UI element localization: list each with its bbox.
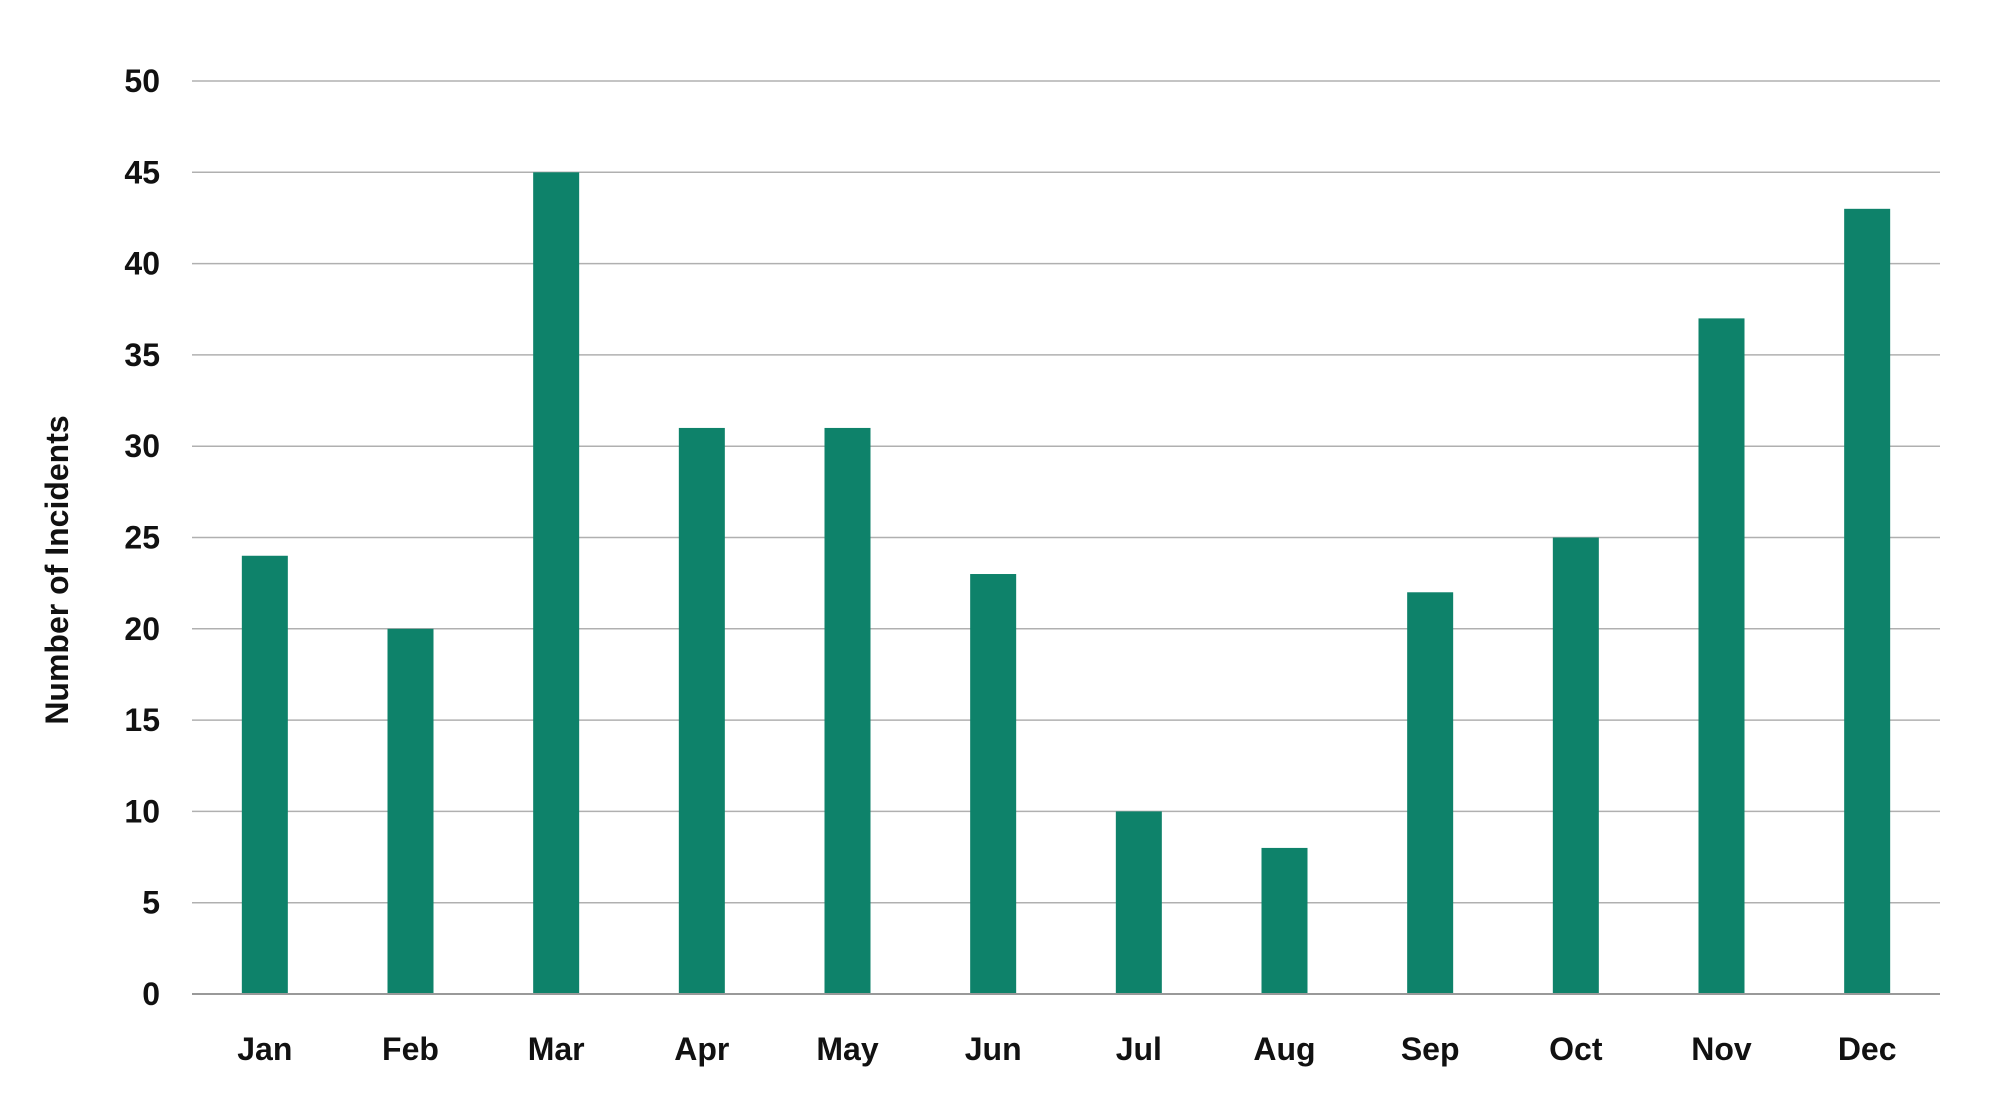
- y-tick-label: 40: [124, 246, 160, 282]
- y-axis-title: Number of Incidents: [39, 415, 75, 724]
- y-tick-labels: 0 5 10 15 20 25 30 35 40 45 50: [124, 63, 160, 1012]
- bar-nov: [1698, 318, 1745, 994]
- bars: [241, 172, 1891, 995]
- bar-oct: [1552, 537, 1599, 994]
- bar-apr: [678, 427, 725, 994]
- x-tick-label-jun: Jun: [965, 1031, 1022, 1067]
- x-tick-label-dec: Dec: [1838, 1031, 1897, 1067]
- y-tick-label: 10: [124, 793, 160, 829]
- x-tick-label-nov: Nov: [1691, 1031, 1752, 1067]
- x-tick-labels: Jan Feb Mar Apr May Jun Jul Aug Sep Oct Nov Dec: [237, 1031, 1896, 1067]
- bar-sep: [1407, 592, 1454, 994]
- x-tick-label-feb: Feb: [382, 1031, 439, 1067]
- bar-jun: [970, 574, 1017, 994]
- y-tick-label: 0: [142, 976, 160, 1012]
- gridlines: [192, 80, 1940, 904]
- x-tick-label-jan: Jan: [237, 1031, 292, 1067]
- y-tick-label: 15: [124, 702, 160, 738]
- x-tick-label-may: May: [816, 1031, 878, 1067]
- y-tick-label: 45: [124, 154, 160, 190]
- bar-dec: [1844, 208, 1891, 994]
- bar-jul: [1115, 811, 1162, 994]
- bar-aug: [1261, 847, 1308, 994]
- y-tick-label: 5: [142, 885, 160, 921]
- y-tick-label: 30: [124, 428, 160, 464]
- x-tick-label-jul: Jul: [1116, 1031, 1162, 1067]
- bar-feb: [387, 628, 434, 994]
- x-tick-label-aug: Aug: [1253, 1031, 1315, 1067]
- y-tick-label: 20: [124, 611, 160, 647]
- bar-may: [824, 427, 871, 994]
- bar-mar: [533, 172, 580, 995]
- bar-jan: [241, 555, 288, 994]
- y-tick-label: 25: [124, 520, 160, 556]
- x-tick-label-apr: Apr: [674, 1031, 729, 1067]
- y-tick-label: 50: [124, 63, 160, 99]
- x-tick-label-oct: Oct: [1549, 1031, 1603, 1067]
- y-tick-label: 35: [124, 337, 160, 373]
- x-tick-label-sep: Sep: [1401, 1031, 1460, 1067]
- x-tick-label-mar: Mar: [528, 1031, 585, 1067]
